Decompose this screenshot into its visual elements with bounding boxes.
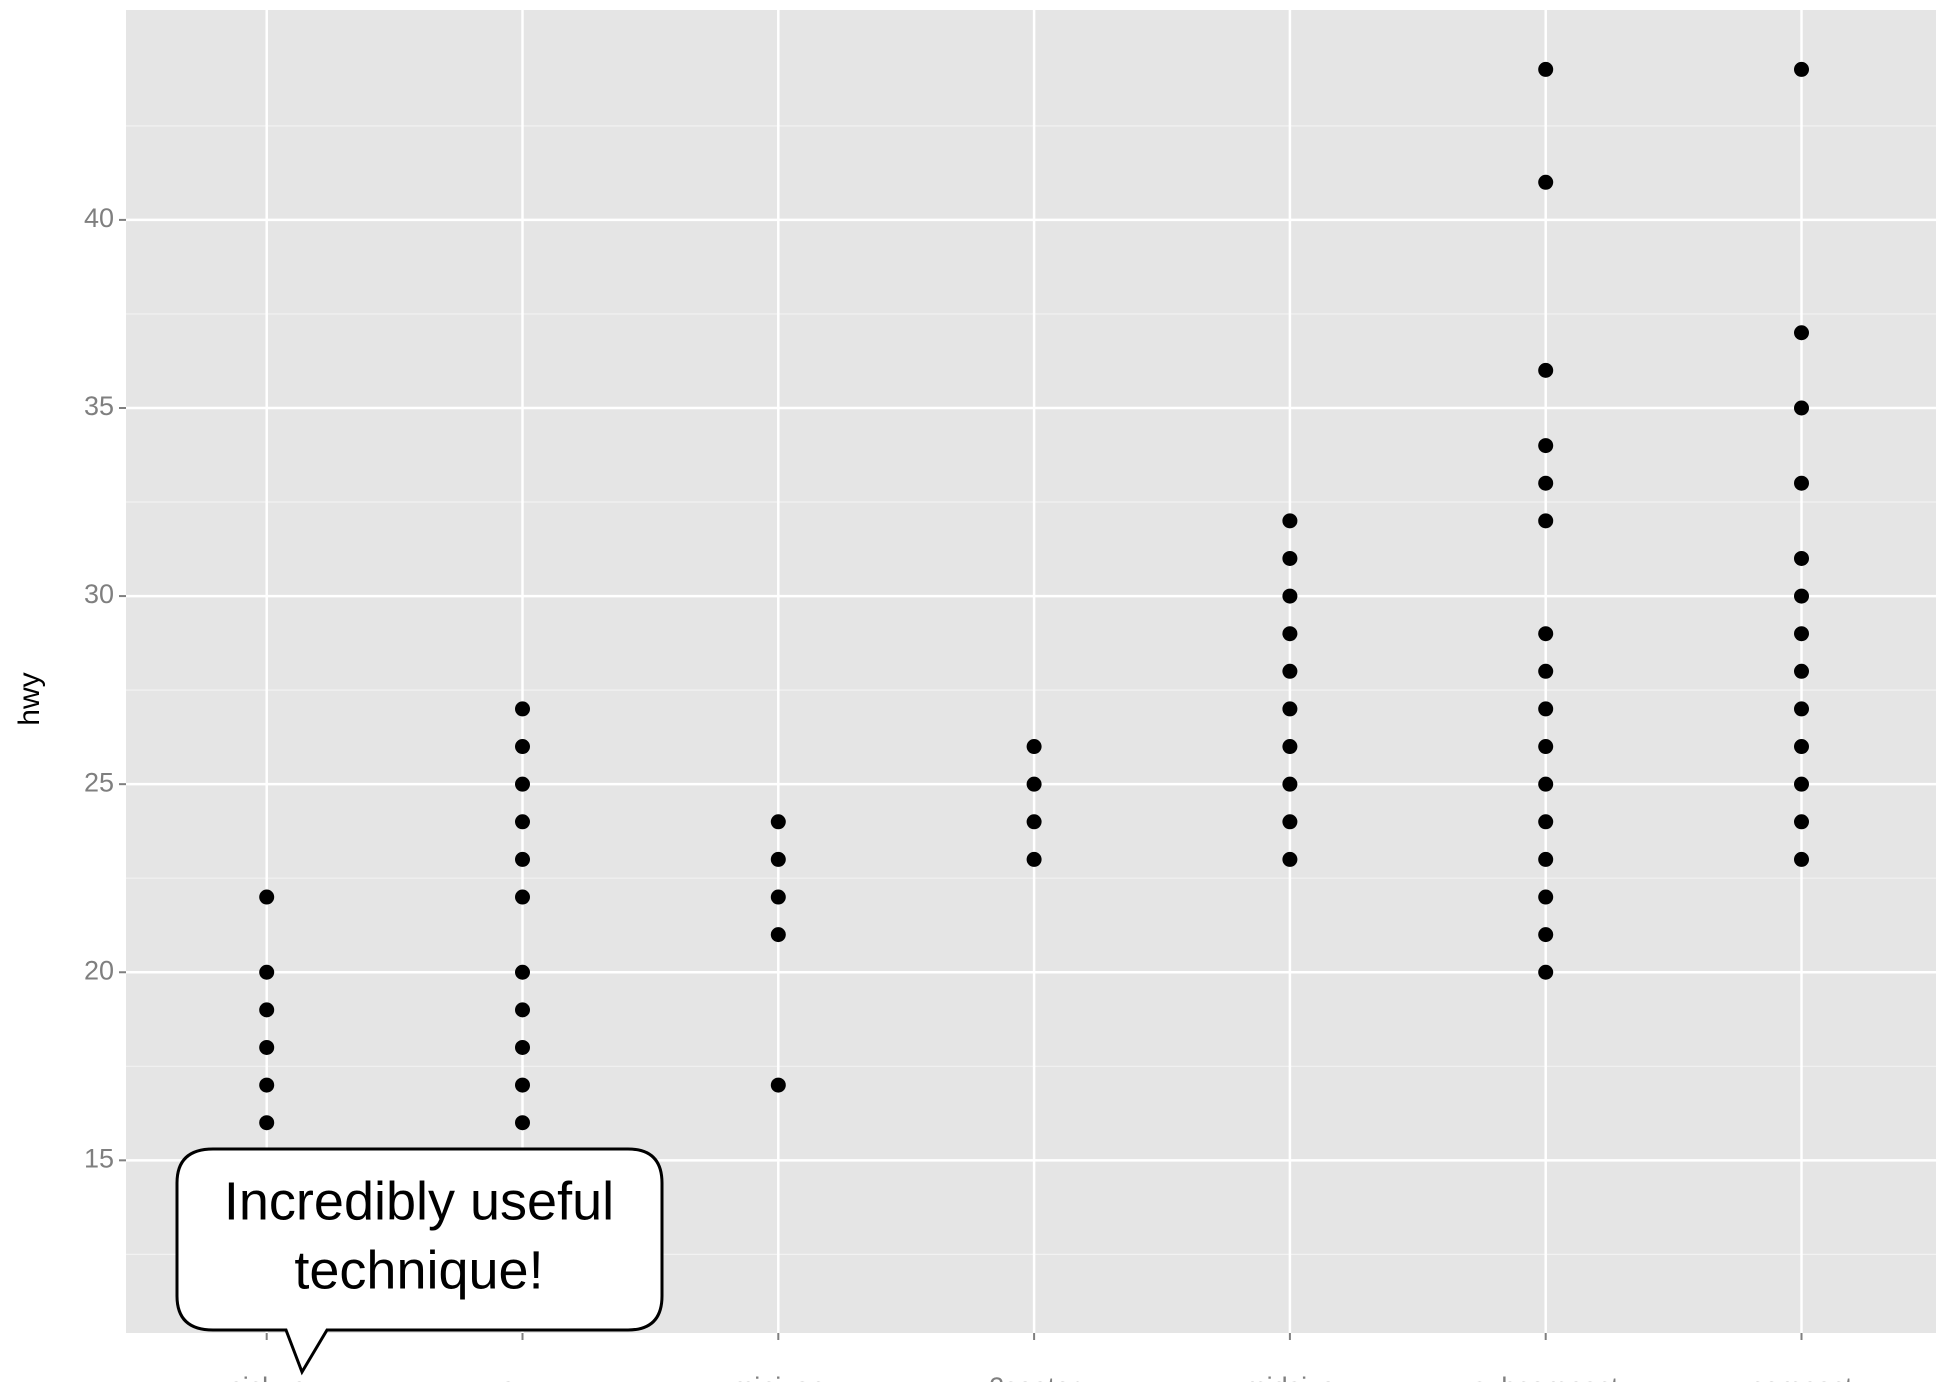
point bbox=[1794, 61, 1809, 77]
x-tick-label: pickup bbox=[228, 1372, 306, 1382]
point bbox=[1282, 588, 1298, 604]
point bbox=[1794, 776, 1809, 792]
point bbox=[1794, 851, 1809, 867]
point bbox=[1026, 851, 1042, 867]
point bbox=[1282, 663, 1298, 679]
point bbox=[1538, 475, 1554, 491]
point bbox=[1538, 964, 1554, 980]
point bbox=[515, 1002, 530, 1018]
point bbox=[515, 851, 530, 867]
point bbox=[1538, 814, 1554, 830]
point bbox=[1538, 889, 1554, 905]
y-tick-label: 35 bbox=[84, 391, 114, 421]
point bbox=[1794, 663, 1809, 679]
callout-bubble bbox=[175, 1147, 664, 1376]
point bbox=[515, 1039, 530, 1055]
point bbox=[770, 851, 786, 867]
y-tick-label: 40 bbox=[84, 203, 114, 233]
point bbox=[1282, 626, 1298, 642]
x-tick-label: subcompact bbox=[1473, 1372, 1619, 1382]
point bbox=[259, 889, 275, 905]
point bbox=[1026, 776, 1042, 792]
point bbox=[1538, 61, 1554, 77]
point bbox=[1538, 776, 1554, 792]
point bbox=[1538, 626, 1554, 642]
point bbox=[1794, 701, 1809, 717]
point bbox=[1538, 438, 1554, 454]
point bbox=[1538, 851, 1554, 867]
point bbox=[1794, 400, 1809, 416]
y-tick-label: 15 bbox=[84, 1143, 114, 1173]
x-tick-label: suv bbox=[501, 1372, 544, 1382]
x-tick-label: minivan bbox=[732, 1372, 825, 1382]
point bbox=[515, 739, 530, 755]
point bbox=[1794, 626, 1809, 642]
point bbox=[1282, 513, 1298, 529]
point bbox=[515, 776, 530, 792]
point bbox=[1282, 851, 1298, 867]
callout-text: Incredibly useful bbox=[224, 1171, 614, 1231]
point bbox=[1538, 663, 1554, 679]
x-tick-label: compact bbox=[1750, 1372, 1853, 1382]
point bbox=[1538, 362, 1554, 378]
point bbox=[259, 1115, 275, 1131]
point bbox=[770, 814, 786, 830]
point bbox=[1538, 739, 1554, 755]
point bbox=[1538, 513, 1554, 529]
x-tick-label: midsize bbox=[1244, 1372, 1336, 1382]
point bbox=[259, 964, 275, 980]
point bbox=[1794, 550, 1809, 566]
point bbox=[1794, 588, 1809, 604]
point bbox=[1794, 325, 1809, 341]
point bbox=[1538, 927, 1554, 943]
marks bbox=[259, 61, 1809, 1131]
y-tick-label: 20 bbox=[84, 955, 114, 985]
point bbox=[259, 1039, 275, 1055]
point bbox=[1794, 739, 1809, 755]
x-tick-label: 2seater bbox=[989, 1372, 1079, 1382]
point bbox=[770, 1077, 786, 1093]
point bbox=[1282, 739, 1298, 755]
point bbox=[770, 927, 786, 943]
point bbox=[1026, 739, 1042, 755]
point bbox=[515, 1115, 530, 1131]
callout-text: technique! bbox=[294, 1240, 543, 1300]
point bbox=[515, 889, 530, 905]
point bbox=[515, 701, 530, 717]
point bbox=[1538, 701, 1554, 717]
point bbox=[1026, 814, 1042, 830]
y-tick-label: 25 bbox=[84, 767, 114, 797]
point bbox=[1282, 776, 1298, 792]
point bbox=[1538, 174, 1554, 190]
point bbox=[259, 1002, 275, 1018]
point bbox=[515, 1077, 530, 1093]
point bbox=[1282, 814, 1298, 830]
point bbox=[515, 814, 530, 830]
y-axis-label: hwy bbox=[13, 672, 46, 725]
y-tick-label: 30 bbox=[84, 579, 114, 609]
point bbox=[1794, 475, 1809, 491]
callout: Incredibly useful technique! bbox=[175, 1147, 664, 1376]
point bbox=[1282, 550, 1298, 566]
point bbox=[259, 1077, 275, 1093]
point bbox=[515, 964, 530, 980]
point bbox=[770, 889, 786, 905]
panel bbox=[126, 10, 1936, 1333]
point bbox=[1794, 814, 1809, 830]
point bbox=[1282, 701, 1298, 717]
